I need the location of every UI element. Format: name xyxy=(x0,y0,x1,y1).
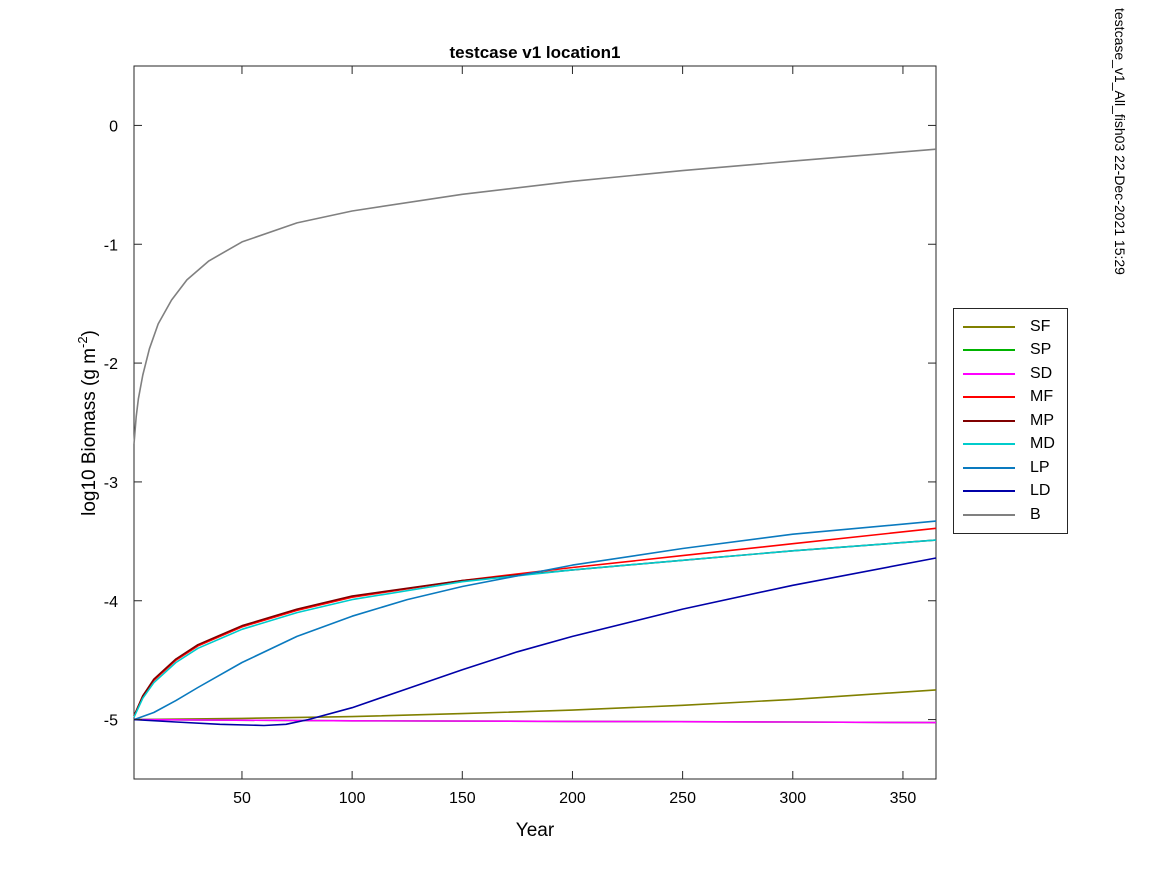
x-axis-label: Year xyxy=(516,820,555,841)
legend-label: MP xyxy=(1030,411,1054,429)
x-tick-label: 300 xyxy=(779,790,806,807)
y-axis-label-main: log10 Biomass (g m xyxy=(79,348,100,516)
legend: SF SP SD MF MP MD LP LD B xyxy=(953,308,1068,534)
y-tick-label: -1 xyxy=(104,237,118,254)
legend-swatch xyxy=(963,466,1015,469)
x-tick-label: 150 xyxy=(449,790,476,807)
series-line-sd xyxy=(133,718,937,724)
legend-label: LD xyxy=(1030,482,1051,500)
legend-label: MF xyxy=(1030,388,1054,406)
legend-item-md: MD xyxy=(954,433,1067,457)
legend-label: MD xyxy=(1030,435,1055,453)
legend-label: SP xyxy=(1030,341,1052,359)
legend-swatch xyxy=(963,349,1015,352)
legend-label: SD xyxy=(1030,364,1053,382)
legend-item-mp: MP xyxy=(954,409,1067,433)
plot-series xyxy=(133,148,937,727)
legend-item-lp: LP xyxy=(954,456,1067,480)
series-line-ld xyxy=(133,557,937,727)
legend-swatch xyxy=(963,396,1015,399)
y-tick-label: -5 xyxy=(104,713,118,730)
y-axis-label-exponent: -2 xyxy=(75,336,90,348)
x-tick-label: 50 xyxy=(233,790,251,807)
legend-swatch xyxy=(963,513,1015,516)
legend-swatch xyxy=(963,372,1015,375)
x-tick-label: 200 xyxy=(559,790,586,807)
x-tick-label: 250 xyxy=(669,790,696,807)
legend-item-sp: SP xyxy=(954,339,1067,363)
series-line-md xyxy=(133,539,937,718)
legend-swatch xyxy=(963,490,1015,493)
figure-side-note: testcase_v1_All_fish03 22-Dec-2021 15:29 xyxy=(1112,8,1128,275)
legend-label: LP xyxy=(1030,458,1050,476)
x-tick-label: 100 xyxy=(339,790,366,807)
plot-ticks: 50 100 150 200 250 300 350 0 -1 -2 -3 -4 -5 xyxy=(104,66,936,807)
y-tick-label: 0 xyxy=(109,118,118,135)
x-tick-label: 350 xyxy=(890,790,917,807)
legend-item-sf: SF xyxy=(954,315,1067,339)
series-line-b xyxy=(133,148,937,444)
legend-swatch xyxy=(963,419,1015,422)
y-tick-label: -4 xyxy=(104,594,118,611)
legend-label: SF xyxy=(1030,317,1051,335)
plot-frame xyxy=(133,65,937,780)
y-tick-label: -2 xyxy=(104,356,118,373)
chart-title: testcase v1 location1 xyxy=(449,43,620,62)
legend-item-sd: SD xyxy=(954,362,1067,386)
series-line-sf xyxy=(133,689,937,721)
legend-label: B xyxy=(1030,505,1041,523)
plot-axes xyxy=(133,65,937,780)
y-axis-label-close: ) xyxy=(79,330,100,336)
legend-item-b: B xyxy=(954,503,1067,527)
y-tick-label: -3 xyxy=(104,475,118,492)
legend-item-mf: MF xyxy=(954,386,1067,410)
legend-item-ld: LD xyxy=(954,480,1067,504)
series-line-lp xyxy=(133,520,937,721)
y-axis-label: log10 Biomass (g m-2) xyxy=(75,330,100,516)
legend-swatch xyxy=(963,325,1015,328)
legend-swatch xyxy=(963,443,1015,446)
